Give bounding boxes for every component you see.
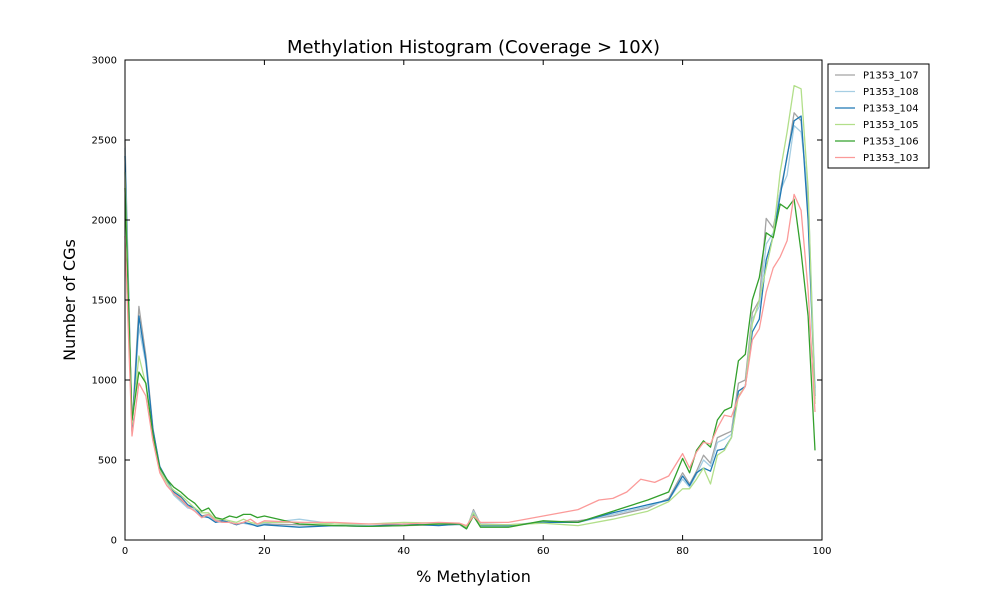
chart-title: Methylation Histogram (Coverage > 10X): [287, 37, 660, 58]
legend-label: P1353_108: [863, 87, 919, 98]
series-layer: [124, 84, 816, 530]
y-tick-label: 1000: [92, 376, 117, 387]
x-axis-ticks: 0 20 40 60 80 100: [122, 60, 832, 557]
y-tick-label: 2000: [92, 216, 117, 227]
legend-label: P1353_107: [863, 71, 919, 82]
legend-label: P1353_105: [863, 120, 919, 131]
legend-item: P1353_104: [835, 104, 919, 115]
legend-item: P1353_106: [835, 137, 919, 148]
plot-area: [125, 60, 822, 540]
y-tick-label: 1500: [92, 296, 117, 307]
x-tick-label: 0: [122, 546, 128, 557]
legend-item: P1353_105: [835, 120, 919, 131]
legend-item: P1353_103: [835, 153, 919, 164]
y-tick-label: 3000: [92, 56, 117, 67]
y-tick-label: 500: [98, 456, 117, 467]
x-tick-label: 80: [676, 546, 689, 557]
y-axis-title: Number of CGs: [60, 239, 79, 361]
x-tick-label: 60: [537, 546, 550, 557]
x-axis-title: % Methylation: [416, 567, 531, 586]
x-tick-label: 20: [258, 546, 271, 557]
legend-label: P1353_103: [863, 153, 919, 164]
y-tick-label: 0: [111, 536, 117, 547]
legend: P1353_107 P1353_108 P1353_104 P1353_105 P135…: [827, 63, 930, 169]
series-line-p1353-103: [124, 193, 816, 527]
legend-label: P1353_104: [863, 104, 919, 115]
legend-item: P1353_108: [835, 87, 919, 98]
x-tick-label: 40: [397, 546, 410, 557]
x-tick-label: 100: [812, 546, 831, 557]
series-line-p1353-106: [124, 187, 816, 530]
y-tick-label: 2500: [92, 136, 117, 147]
legend-label: P1353_106: [863, 137, 919, 148]
y-axis-ticks: 0 500 1000 1500 2000 2500 3000: [92, 56, 822, 547]
legend-item: P1353_107: [835, 71, 919, 82]
legend-frame: [827, 63, 930, 169]
